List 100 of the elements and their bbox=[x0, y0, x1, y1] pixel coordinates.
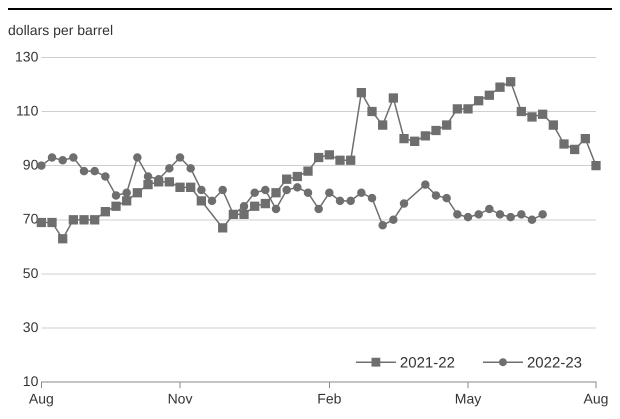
point bbox=[47, 218, 57, 228]
point bbox=[324, 150, 334, 160]
y-tick-label: 130 bbox=[15, 48, 39, 64]
point bbox=[442, 120, 452, 130]
point bbox=[80, 166, 88, 176]
point bbox=[112, 191, 120, 200]
point bbox=[79, 215, 89, 224]
y-tick-label: 50 bbox=[22, 264, 39, 281]
point bbox=[527, 112, 537, 122]
point bbox=[346, 196, 355, 206]
point bbox=[303, 166, 313, 176]
point bbox=[154, 177, 164, 187]
point bbox=[474, 96, 484, 106]
point bbox=[304, 188, 312, 197]
point bbox=[165, 164, 174, 173]
point bbox=[197, 186, 206, 194]
point bbox=[559, 139, 569, 149]
point bbox=[357, 188, 366, 197]
point bbox=[463, 104, 473, 114]
point bbox=[388, 93, 398, 103]
point bbox=[495, 82, 505, 92]
point bbox=[464, 212, 472, 222]
point bbox=[538, 210, 547, 219]
point bbox=[90, 166, 99, 176]
point bbox=[442, 194, 451, 202]
point bbox=[389, 216, 398, 224]
point bbox=[485, 204, 494, 214]
point bbox=[431, 126, 441, 136]
x-tick-label: Aug bbox=[28, 390, 54, 406]
point bbox=[378, 120, 388, 130]
point bbox=[367, 106, 377, 116]
point bbox=[400, 199, 408, 208]
x-tick-label: Nov bbox=[168, 390, 192, 406]
point bbox=[484, 90, 494, 100]
point bbox=[292, 172, 302, 182]
point bbox=[250, 188, 259, 197]
point bbox=[516, 106, 526, 116]
point bbox=[399, 134, 409, 144]
point bbox=[506, 77, 516, 86]
point bbox=[474, 210, 483, 219]
point bbox=[410, 136, 420, 146]
point bbox=[282, 174, 292, 184]
point bbox=[143, 180, 153, 190]
point bbox=[186, 164, 195, 173]
point bbox=[90, 215, 100, 224]
point bbox=[335, 156, 345, 165]
point bbox=[453, 210, 462, 219]
point bbox=[122, 196, 132, 206]
point bbox=[101, 172, 110, 181]
point bbox=[164, 177, 174, 187]
point bbox=[58, 156, 67, 165]
point bbox=[420, 131, 430, 141]
point bbox=[261, 186, 270, 194]
point bbox=[175, 182, 185, 192]
point bbox=[239, 210, 249, 220]
point bbox=[591, 161, 601, 170]
point bbox=[144, 172, 152, 181]
point bbox=[548, 120, 558, 130]
point bbox=[271, 188, 281, 198]
point bbox=[314, 152, 324, 162]
point bbox=[421, 180, 430, 189]
point bbox=[452, 104, 462, 114]
point bbox=[378, 220, 387, 230]
point bbox=[208, 196, 216, 206]
point bbox=[506, 212, 515, 222]
x-tick-label: Feb bbox=[317, 390, 342, 406]
point bbox=[196, 196, 206, 206]
point bbox=[336, 196, 344, 206]
y-axis-title: dollars per barrel bbox=[8, 22, 114, 38]
point bbox=[48, 153, 56, 162]
point bbox=[133, 153, 142, 162]
y-tick-label: 110 bbox=[16, 102, 39, 118]
point bbox=[122, 188, 131, 197]
point bbox=[69, 153, 78, 162]
point bbox=[580, 134, 590, 144]
legend-label: 2022-23 bbox=[526, 354, 582, 372]
point bbox=[293, 183, 302, 192]
point bbox=[432, 191, 440, 200]
point bbox=[314, 204, 323, 214]
point bbox=[496, 210, 504, 219]
y-tick-label: 90 bbox=[22, 156, 39, 173]
point bbox=[186, 182, 196, 192]
point bbox=[538, 110, 548, 119]
point bbox=[100, 207, 110, 216]
point bbox=[528, 216, 536, 224]
point bbox=[68, 215, 78, 224]
point bbox=[218, 186, 227, 194]
point bbox=[176, 153, 184, 162]
point bbox=[517, 210, 526, 219]
point bbox=[325, 188, 334, 197]
point bbox=[132, 188, 142, 198]
point bbox=[282, 186, 291, 194]
point bbox=[260, 198, 270, 208]
point bbox=[356, 88, 366, 98]
point bbox=[346, 156, 356, 165]
point bbox=[218, 223, 228, 233]
legend-label: 2021-22 bbox=[400, 354, 455, 372]
point bbox=[250, 202, 260, 211]
point bbox=[570, 144, 580, 154]
y-tick-label: 10 bbox=[22, 373, 39, 390]
